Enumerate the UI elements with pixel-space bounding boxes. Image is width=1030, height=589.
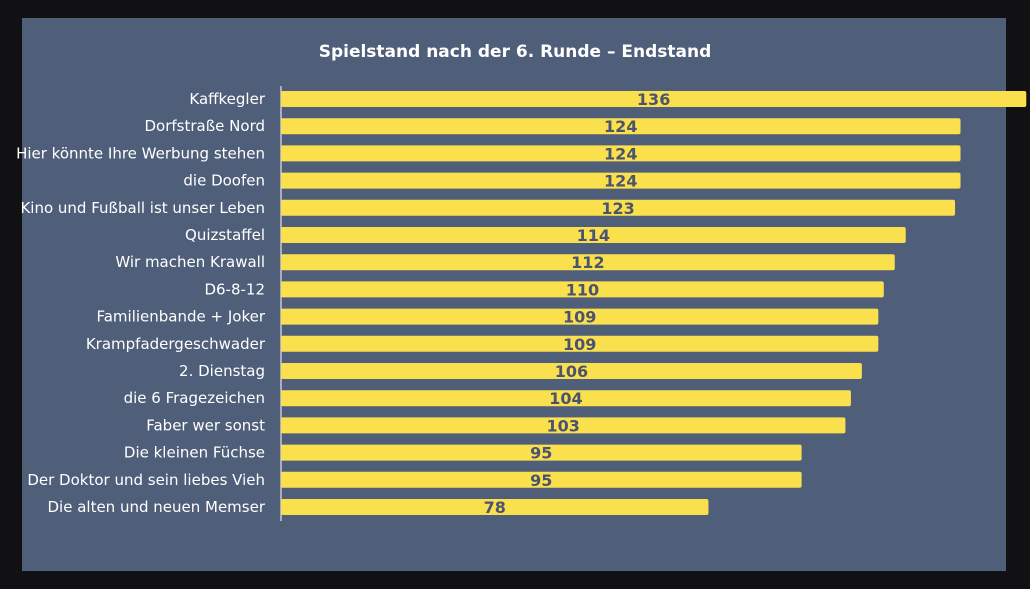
bar: [281, 281, 884, 298]
bar: [281, 118, 961, 135]
bar: [281, 363, 862, 379]
value-label: 124: [604, 172, 637, 191]
bar: [281, 172, 961, 189]
category-label: 2. Dienstag: [179, 362, 265, 380]
value-label: 123: [601, 199, 634, 218]
bar: [281, 444, 802, 461]
category-label: die Doofen: [183, 172, 265, 190]
bar: [281, 499, 709, 515]
value-label: 95: [530, 471, 552, 490]
value-label: 124: [604, 117, 637, 136]
value-label: 110: [566, 280, 599, 299]
category-label: Der Doktor und sein liebes Vieh: [27, 471, 265, 489]
category-label: Quizstaffel: [185, 226, 265, 244]
category-label: Hier könnte Ihre Werbung stehen: [16, 144, 265, 162]
chart-title: Spielstand nach der 6. Runde – Endstand: [318, 42, 712, 62]
category-label: Kino und Fußball ist unser Leben: [20, 199, 265, 217]
value-label: 95: [530, 444, 552, 463]
value-label: 109: [563, 335, 596, 354]
bar: [281, 199, 956, 216]
value-label: 112: [571, 253, 604, 272]
bar: [281, 227, 906, 243]
value-label: 114: [577, 226, 610, 245]
bar: [281, 471, 802, 488]
category-label: Dorfstraße Nord: [145, 117, 266, 135]
value-label: 103: [547, 416, 580, 435]
bar: [281, 417, 846, 434]
category-label: Kaffkegler: [189, 90, 265, 108]
value-label: 106: [555, 362, 588, 381]
category-label: Die alten und neuen Memser: [48, 498, 266, 516]
category-label: Krampfadergeschwader: [86, 335, 266, 353]
bar: [281, 91, 1027, 107]
bar: [281, 145, 961, 162]
value-label: 78: [484, 498, 506, 517]
value-label: 136: [637, 90, 670, 109]
category-label: D6-8-12: [204, 280, 265, 298]
category-label: die 6 Fragezeichen: [124, 389, 265, 407]
value-label: 124: [604, 144, 637, 163]
category-label: Familienbande + Joker: [96, 308, 265, 326]
category-label: Die kleinen Füchse: [124, 444, 265, 462]
value-label: 104: [549, 389, 582, 408]
category-label: Wir machen Krawall: [115, 253, 265, 271]
category-label: Faber wer sonst: [146, 416, 265, 434]
bar: [281, 254, 895, 271]
value-label: 109: [563, 308, 596, 327]
bar: [281, 308, 879, 325]
bar: [281, 390, 851, 407]
bar: [281, 335, 879, 352]
